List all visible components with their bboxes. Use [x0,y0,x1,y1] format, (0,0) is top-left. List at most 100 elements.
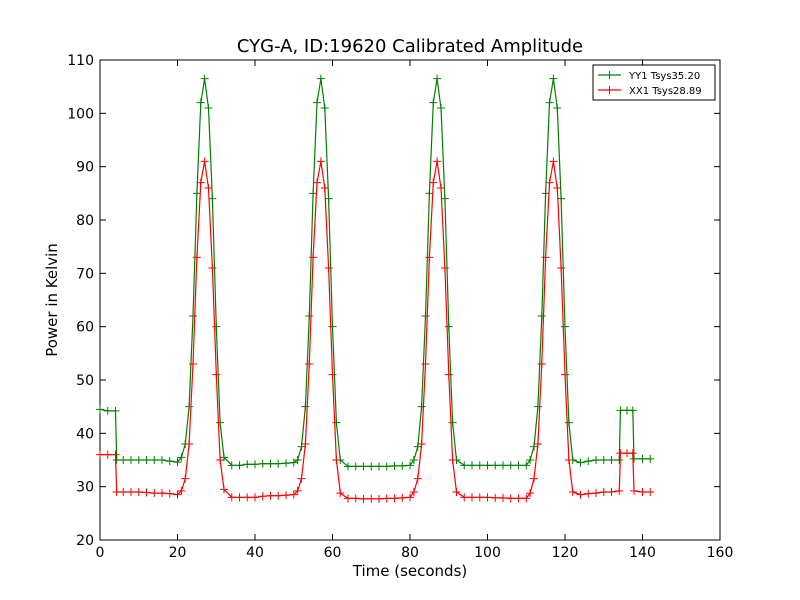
data-point [96,405,104,414]
data-point [332,456,341,464]
data-point [537,360,546,368]
chart-title: CYG-A, ID:19620 Calibrated Amplitude [237,36,583,57]
series-line [99,78,651,467]
data-point [514,494,523,503]
data-point [522,494,531,503]
data-point [189,312,197,320]
y-tick-label: 60 [76,320,94,336]
data-point [553,104,562,112]
data-point [313,98,321,107]
data-point [305,312,314,320]
data-point [561,370,569,379]
data-point [103,406,112,415]
data-point [216,456,225,464]
data-point [553,184,562,192]
data-point [526,456,535,464]
data-point [324,194,333,203]
data-point [313,178,321,187]
data-point [646,488,655,496]
data-point [332,418,341,427]
data-point [564,418,573,427]
plot-series-group [96,74,655,503]
data-point [615,456,624,464]
data-point [444,322,453,331]
data-point [375,462,383,471]
data-point [433,74,442,83]
legend-marker [605,71,614,79]
data-point [328,322,337,331]
data-point [227,461,236,470]
data-point [185,440,194,448]
series-1 [96,157,655,503]
data-point [629,454,638,463]
data-point [468,493,476,502]
data-point [545,178,554,187]
data-point [235,461,244,470]
legend-box [592,64,716,101]
data-point [629,486,638,495]
data-point [367,494,376,503]
data-point [638,488,647,496]
data-point [150,489,159,498]
data-point [274,459,283,468]
data-point [491,461,500,470]
y-tick-label: 110 [67,53,94,69]
data-point [599,456,608,464]
data-point [530,474,538,483]
data-point [282,491,290,500]
data-point [421,312,430,320]
data-point [421,360,430,368]
data-point [134,488,143,496]
data-point [173,490,182,499]
data-point [460,461,469,470]
data-point [282,459,290,468]
data-point [398,493,407,502]
y-tick-label: 30 [76,480,94,496]
data-point [615,486,624,495]
data-point [196,178,205,187]
data-point [425,189,434,198]
x-tick-label: 60 [324,545,342,561]
x-tick-label: 0 [96,545,105,561]
data-point [344,462,352,471]
data-point [545,98,554,107]
x-tick-label: 80 [401,545,419,561]
data-point [189,360,197,368]
data-point [320,184,329,192]
data-point [390,461,399,470]
data-point [599,488,608,496]
data-point [417,402,426,411]
data-point [406,461,414,470]
x-axis-label: Time (seconds) [352,562,468,580]
data-point [328,370,337,379]
data-point [440,194,449,203]
data-point [243,493,252,502]
data-point [165,489,174,498]
data-point [561,322,569,331]
data-point [533,440,542,448]
data-point [192,189,201,198]
y-tick-label: 20 [76,533,94,549]
data-point [646,454,655,463]
data-point [243,460,252,469]
data-point [150,456,159,464]
data-point [208,194,217,203]
data-point [158,456,166,464]
data-point [592,456,600,464]
data-point [568,488,577,496]
data-point [475,461,484,470]
data-point [127,456,135,464]
data-point [429,98,438,107]
data-point [289,490,298,499]
data-point [537,312,546,320]
data-point [526,489,535,498]
x-tick-label: 120 [552,545,579,561]
data-point [576,490,585,499]
data-point [212,370,221,379]
data-point [192,253,201,262]
data-point [367,462,376,471]
data-point [533,402,542,411]
data-point [266,459,275,468]
data-point [134,456,143,464]
y-tick-label: 50 [76,373,94,389]
